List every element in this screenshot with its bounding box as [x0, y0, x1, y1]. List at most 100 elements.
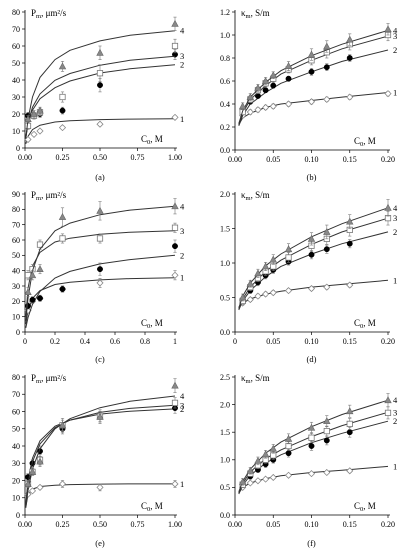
data-point [171, 381, 179, 389]
x-tick-label: 0.8 [140, 337, 150, 346]
y-axis-title-main: P [31, 190, 36, 200]
panel-label: (c) [95, 354, 105, 364]
data-point [285, 254, 292, 261]
curve-label: 1 [180, 273, 184, 283]
y-tick-label: 40 [12, 442, 20, 451]
y-tick-label: 1.0 [220, 31, 230, 40]
y-tick-label: 0 [16, 144, 20, 153]
data-point [171, 19, 179, 27]
data-point [59, 93, 66, 101]
data-point [284, 287, 293, 295]
y-axis-title: κm, S/m [241, 373, 270, 385]
y-tick-label: 30 [12, 282, 20, 291]
data-point [254, 456, 262, 464]
y-axis-title: Pm, μm²/s [31, 190, 67, 202]
series-2: 2 [238, 416, 397, 495]
x-axis-title: C0, M [354, 318, 376, 330]
x-tick-label: 0.00 [18, 153, 32, 162]
y-tick-label: 10 [12, 494, 20, 503]
x-axis-title: C0, M [141, 318, 163, 330]
x-tick-label: 0.05 [266, 520, 280, 529]
data-point [262, 87, 269, 94]
y-tick-label: 60 [12, 236, 20, 245]
curve-label: 3 [393, 213, 397, 223]
data-point [254, 83, 262, 91]
data-point [269, 255, 277, 263]
y-tick-label: 90 [12, 190, 20, 199]
y-axis-title: κm, S/m [241, 190, 270, 202]
data-point [262, 103, 270, 112]
data-point [323, 227, 331, 235]
data-point [323, 283, 331, 291]
data-point [238, 477, 247, 485]
panel-f: 0.0 0.5 1.0 1.5 2.0 2.5 0.00 0.05 0.10 0.15 0.20 κm… [220, 373, 398, 548]
data-point [323, 468, 331, 477]
x-tick-label: 0.15 [343, 155, 357, 164]
y-axis-title-sub: m [246, 378, 251, 385]
data-point [96, 206, 104, 214]
data-point [30, 130, 38, 138]
x-tick-label: 0.75 [131, 520, 145, 529]
y-tick-label: 1.5 [220, 428, 230, 437]
x-tick-label: 0.20 [381, 155, 395, 164]
data-point [24, 288, 32, 296]
curve-label: 2 [393, 45, 397, 55]
series-1: 1 [24, 270, 184, 325]
y-tick-label: 0.5 [220, 293, 230, 302]
data-point [285, 75, 292, 82]
data-point [24, 479, 32, 487]
x-tick-label: 0.10 [305, 337, 319, 346]
curve-label: 4 [393, 395, 398, 405]
x-tick-label: 0.25 [56, 520, 70, 529]
fit-curve [25, 404, 176, 506]
y-tick-label: 20 [12, 297, 20, 306]
x-tick-label: 0.75 [131, 153, 145, 162]
data-point [269, 444, 277, 452]
x-tick-label: 0.00 [228, 520, 242, 529]
y-axis-title-sub: m [36, 378, 41, 385]
x-axis-title-main: C [141, 134, 147, 144]
data-point [346, 420, 353, 428]
data-point [246, 279, 254, 287]
x-tick-label: 0 [233, 337, 237, 346]
x-axis-title-unit: , M [150, 501, 163, 511]
data-point [171, 202, 179, 210]
series-1: 1 [24, 114, 184, 144]
data-point [97, 266, 103, 273]
y-tick-label: 40 [12, 76, 20, 85]
y-tick-label: 2.0 [220, 400, 230, 409]
y-tick-label: 80 [12, 205, 20, 214]
data-point [254, 292, 262, 300]
data-point [346, 429, 353, 436]
data-point [96, 48, 104, 56]
data-point [269, 102, 277, 110]
x-axis-title-main: C [141, 501, 147, 511]
y-axis-title-main: κ [241, 8, 246, 18]
curve-label: 3 [393, 31, 397, 41]
y-tick-label: 1.5 [220, 224, 230, 233]
data-point [96, 483, 104, 491]
x-tick-label: 0 [23, 337, 27, 346]
x-tick-label: 0.10 [305, 155, 319, 164]
y-tick-label: 1.0 [220, 456, 230, 465]
data-point [29, 296, 36, 303]
fit-curve [238, 92, 389, 125]
data-point [307, 470, 316, 478]
data-point [246, 296, 254, 304]
data-point [37, 295, 43, 302]
x-tick-label: 0.15 [343, 520, 357, 529]
data-point [36, 106, 44, 114]
data-point [346, 407, 354, 415]
x-tick-label: 0.20 [381, 337, 395, 346]
data-point [323, 246, 330, 253]
x-tick-label: 1 [173, 337, 177, 346]
fit-curve [25, 55, 176, 138]
data-point [24, 115, 32, 122]
curve-label: 4 [393, 203, 398, 213]
data-point [308, 68, 315, 75]
data-point [58, 212, 67, 220]
data-point [96, 412, 104, 420]
data-point [284, 245, 293, 253]
